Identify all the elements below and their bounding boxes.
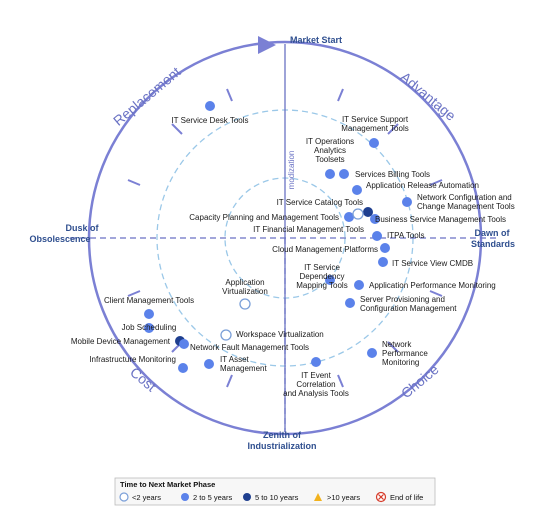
axis-left-label-2: Obsolescence	[29, 234, 90, 244]
technology-points	[144, 101, 412, 373]
label-itpa-tools: ITPA Tools	[387, 231, 425, 240]
label-server-provisioning-and-configuration-management: Server Provisioning and Configuration Man…	[360, 295, 457, 313]
label-it-service-dependency-mapping-tools: IT Service Dependency Mapping Tools	[296, 263, 347, 290]
ring-ticks	[127, 88, 443, 388]
legend-item-gt10: >10 years	[327, 493, 360, 502]
dot-network-performance-monitoring	[367, 348, 377, 358]
axis-left-label-1: Dusk of	[65, 223, 99, 233]
dot-network-fault-management-tools	[179, 339, 189, 349]
label-it-service-desk-tools: IT Service Desk Tools	[171, 116, 248, 125]
dot-it-service-dependency-mapping-tools	[325, 275, 335, 285]
clock-hand-arrow	[258, 36, 276, 54]
label-it-operations-analytics-toolsets: IT Operations Analytics Toolsets	[306, 137, 354, 164]
label-network-fault-management-tools: Network Fault Management Tools	[190, 343, 309, 352]
dot-job-scheduling	[144, 323, 154, 333]
legend-title: Time to Next Market Phase	[120, 480, 215, 489]
label-it-financial-management-tools: IT Financial Management Tools	[253, 225, 364, 234]
inner-ring-label: modization	[287, 151, 296, 190]
axis-bottom-label-2: Industrialization	[247, 441, 316, 451]
legend-end-of-life-icon	[375, 491, 387, 503]
dot-capacity-planning-and-management-tools	[344, 212, 354, 222]
dot-network-configuration-and-change-management-tools	[402, 197, 412, 207]
dot-client-management-tools	[144, 309, 154, 319]
dot-it-service-view-cmdb	[378, 257, 388, 267]
label-network-configuration-and-change-management-tools: Network Configuration and Change Manageme…	[417, 193, 515, 211]
axis-top-label: Market Start	[290, 35, 342, 45]
axis-right-label-1: Dawn of	[475, 228, 511, 238]
label-it-asset-management: IT Asset Management	[220, 355, 267, 373]
dot-services-billing-tools	[339, 169, 349, 179]
legend: Time to Next Market Phase <2 years 2 to …	[114, 477, 436, 506]
dot-server-provisioning-and-configuration-management	[345, 298, 355, 308]
legend-triangle-icon	[314, 493, 322, 501]
label-business-service-management-tools: Business Service Management Tools	[375, 215, 506, 224]
technology-labels: IT Service Desk Tools IT Service Support M…	[71, 115, 515, 398]
legend-open-circle-icon	[119, 492, 129, 502]
legend-blue-circle-icon	[181, 493, 189, 501]
label-mobile-device-management: Mobile Device Management	[71, 337, 171, 346]
legend-item-5to10: 5 to 10 years	[255, 493, 299, 502]
label-workspace-virtualization: Workspace Virtualization	[236, 330, 324, 339]
label-it-service-view-cmdb: IT Service View CMDB	[392, 259, 473, 268]
dot-application-release-automation	[352, 185, 362, 195]
dot-it-service-desk-tools	[205, 101, 215, 111]
dot-it-service-catalog-tools	[363, 207, 373, 217]
dot-application-virtualization	[239, 298, 251, 310]
label-application-performance-monitoring: Application Performance Monitoring	[369, 281, 496, 290]
label-it-event-correlation-and-analysis-tools: IT Event Correlation and Analysis Tools	[283, 371, 349, 398]
label-cloud-management-platforms: Cloud Management Platforms	[272, 245, 378, 254]
axis-right-label-2: Standards	[471, 239, 515, 249]
dot-itpa-tools	[372, 231, 382, 241]
dot-cloud-management-platforms	[380, 243, 390, 253]
dot-it-financial-management-tools	[352, 208, 364, 220]
label-client-management-tools: Client Management Tools	[104, 296, 194, 305]
dot-it-service-support-management-tools	[369, 138, 379, 148]
dot-business-service-management-tools	[370, 214, 380, 224]
label-it-service-support-management-tools: IT Service Support Management Tools	[341, 115, 409, 133]
dot-it-operations-analytics-toolsets	[325, 169, 335, 179]
label-network-performance-monitoring: Network Performance Monitoring	[382, 340, 428, 367]
legend-item-eol: End of life	[390, 493, 423, 502]
label-it-service-catalog-tools: IT Service Catalog Tools	[277, 198, 363, 207]
dot-application-performance-monitoring	[354, 280, 364, 290]
label-infrastructure-monitoring: Infrastructure Monitoring	[89, 355, 176, 364]
label-job-scheduling: Job Scheduling	[122, 323, 177, 332]
label-capacity-planning-and-management-tools: Capacity Planning and Management Tools	[189, 213, 339, 222]
label-application-release-automation: Application Release Automation	[366, 181, 479, 190]
legend-item-lt2: <2 years	[132, 493, 161, 502]
dot-it-asset-management	[204, 359, 214, 369]
dot-it-event-correlation-and-analysis-tools	[311, 357, 321, 367]
quadrant-cost: Cost	[127, 364, 159, 395]
legend-dark-circle-icon	[243, 493, 251, 501]
dot-workspace-virtualization	[220, 329, 232, 341]
dot-infrastructure-monitoring	[178, 363, 188, 373]
axis-bottom-label-1: Zenith of	[263, 430, 302, 440]
legend-item-2to5: 2 to 5 years	[193, 493, 232, 502]
label-services-billing-tools: Services Billing Tools	[355, 170, 430, 179]
label-application-virtualization: Application Virtualization	[222, 278, 268, 296]
